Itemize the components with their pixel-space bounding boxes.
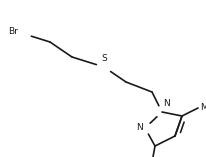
Text: Br: Br [8,27,18,36]
Text: N: N [163,99,170,108]
Text: Me: Me [200,103,206,113]
Text: N: N [136,124,143,133]
Text: S: S [101,54,107,63]
